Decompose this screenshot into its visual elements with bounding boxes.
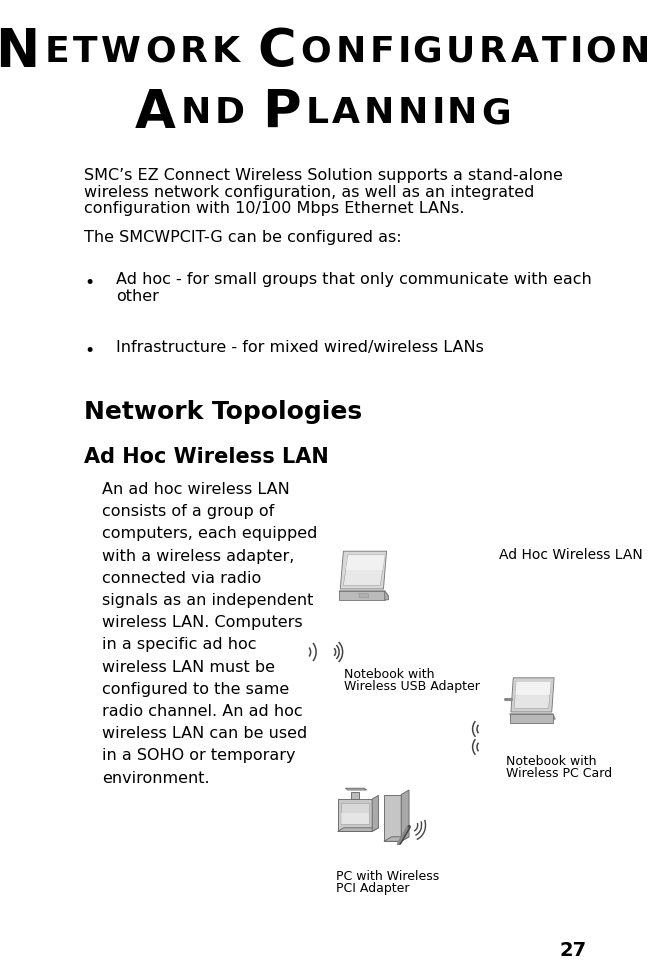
Polygon shape: [341, 803, 369, 825]
Text: N: N: [364, 96, 394, 130]
Text: Infrastructure - for mixed wired/wireless LANs: Infrastructure - for mixed wired/wireles…: [116, 340, 483, 355]
Text: Ad hoc - for small groups that only communicate with each: Ad hoc - for small groups that only comm…: [116, 272, 591, 286]
Polygon shape: [337, 828, 379, 831]
Polygon shape: [515, 682, 551, 696]
Text: wireless network configuration, as well as an integrated: wireless network configuration, as well …: [84, 185, 535, 199]
Polygon shape: [511, 678, 554, 712]
Polygon shape: [372, 795, 379, 831]
Polygon shape: [351, 792, 359, 799]
Text: D: D: [214, 96, 244, 130]
Polygon shape: [346, 555, 385, 571]
Text: Wireless USB Adapter: Wireless USB Adapter: [345, 679, 480, 693]
Text: I: I: [570, 35, 583, 69]
Text: E: E: [45, 35, 69, 69]
Text: L: L: [306, 96, 329, 130]
Text: N: N: [398, 96, 428, 130]
Text: R: R: [479, 35, 507, 69]
Text: A: A: [134, 87, 175, 139]
Polygon shape: [339, 591, 384, 600]
Text: PC with Wireless: PC with Wireless: [335, 870, 439, 882]
Text: W: W: [100, 35, 140, 69]
Text: An ad hoc wireless LAN
consists of a group of
computers, each equipped
with a wi: An ad hoc wireless LAN consists of a gro…: [102, 482, 317, 785]
Text: G: G: [413, 35, 442, 69]
Text: I: I: [398, 35, 411, 69]
Text: PCI Adapter: PCI Adapter: [335, 881, 409, 894]
Text: F: F: [369, 35, 394, 69]
Text: other: other: [116, 288, 159, 304]
Text: O: O: [585, 35, 616, 69]
Polygon shape: [339, 591, 388, 597]
Polygon shape: [510, 714, 553, 723]
Text: I: I: [432, 96, 445, 130]
Text: •: •: [84, 274, 95, 292]
Text: N: N: [180, 96, 211, 130]
Text: Notebook with: Notebook with: [345, 667, 435, 680]
Text: C: C: [257, 26, 296, 78]
Polygon shape: [384, 837, 409, 841]
Text: The SMCWPCIT-G can be configured as:: The SMCWPCIT-G can be configured as:: [84, 230, 402, 245]
Text: O: O: [145, 35, 176, 69]
Polygon shape: [343, 555, 385, 586]
Polygon shape: [337, 799, 372, 831]
Text: G: G: [481, 96, 511, 130]
Text: Ad Hoc Wireless LAN: Ad Hoc Wireless LAN: [499, 547, 643, 562]
Text: Network Topologies: Network Topologies: [84, 400, 363, 424]
Polygon shape: [384, 794, 401, 841]
Polygon shape: [345, 788, 367, 790]
Text: Notebook with: Notebook with: [506, 754, 596, 767]
Text: Ad Hoc Wireless LAN: Ad Hoc Wireless LAN: [84, 446, 329, 467]
Text: K: K: [212, 35, 239, 69]
Polygon shape: [341, 814, 369, 825]
Text: U: U: [446, 35, 476, 69]
Polygon shape: [514, 682, 551, 708]
Text: N: N: [620, 35, 650, 69]
Text: 27: 27: [560, 940, 587, 959]
Text: SMC’s EZ Connect Wireless Solution supports a stand-alone: SMC’s EZ Connect Wireless Solution suppo…: [84, 168, 563, 183]
Text: R: R: [180, 35, 208, 69]
Text: N: N: [0, 26, 39, 78]
Polygon shape: [510, 714, 555, 719]
Text: A: A: [510, 35, 538, 69]
Polygon shape: [359, 594, 369, 598]
Text: Wireless PC Card: Wireless PC Card: [506, 766, 612, 780]
Text: T: T: [542, 35, 567, 69]
Polygon shape: [384, 591, 388, 600]
Text: O: O: [301, 35, 331, 69]
Text: A: A: [332, 96, 360, 130]
Polygon shape: [401, 790, 409, 841]
Text: N: N: [335, 35, 365, 69]
Text: N: N: [447, 96, 477, 130]
Polygon shape: [340, 552, 386, 589]
Text: configuration with 10/100 Mbps Ethernet LANs.: configuration with 10/100 Mbps Ethernet …: [84, 201, 465, 216]
Text: P: P: [263, 87, 301, 139]
Text: •: •: [84, 342, 95, 360]
Text: T: T: [73, 35, 98, 69]
